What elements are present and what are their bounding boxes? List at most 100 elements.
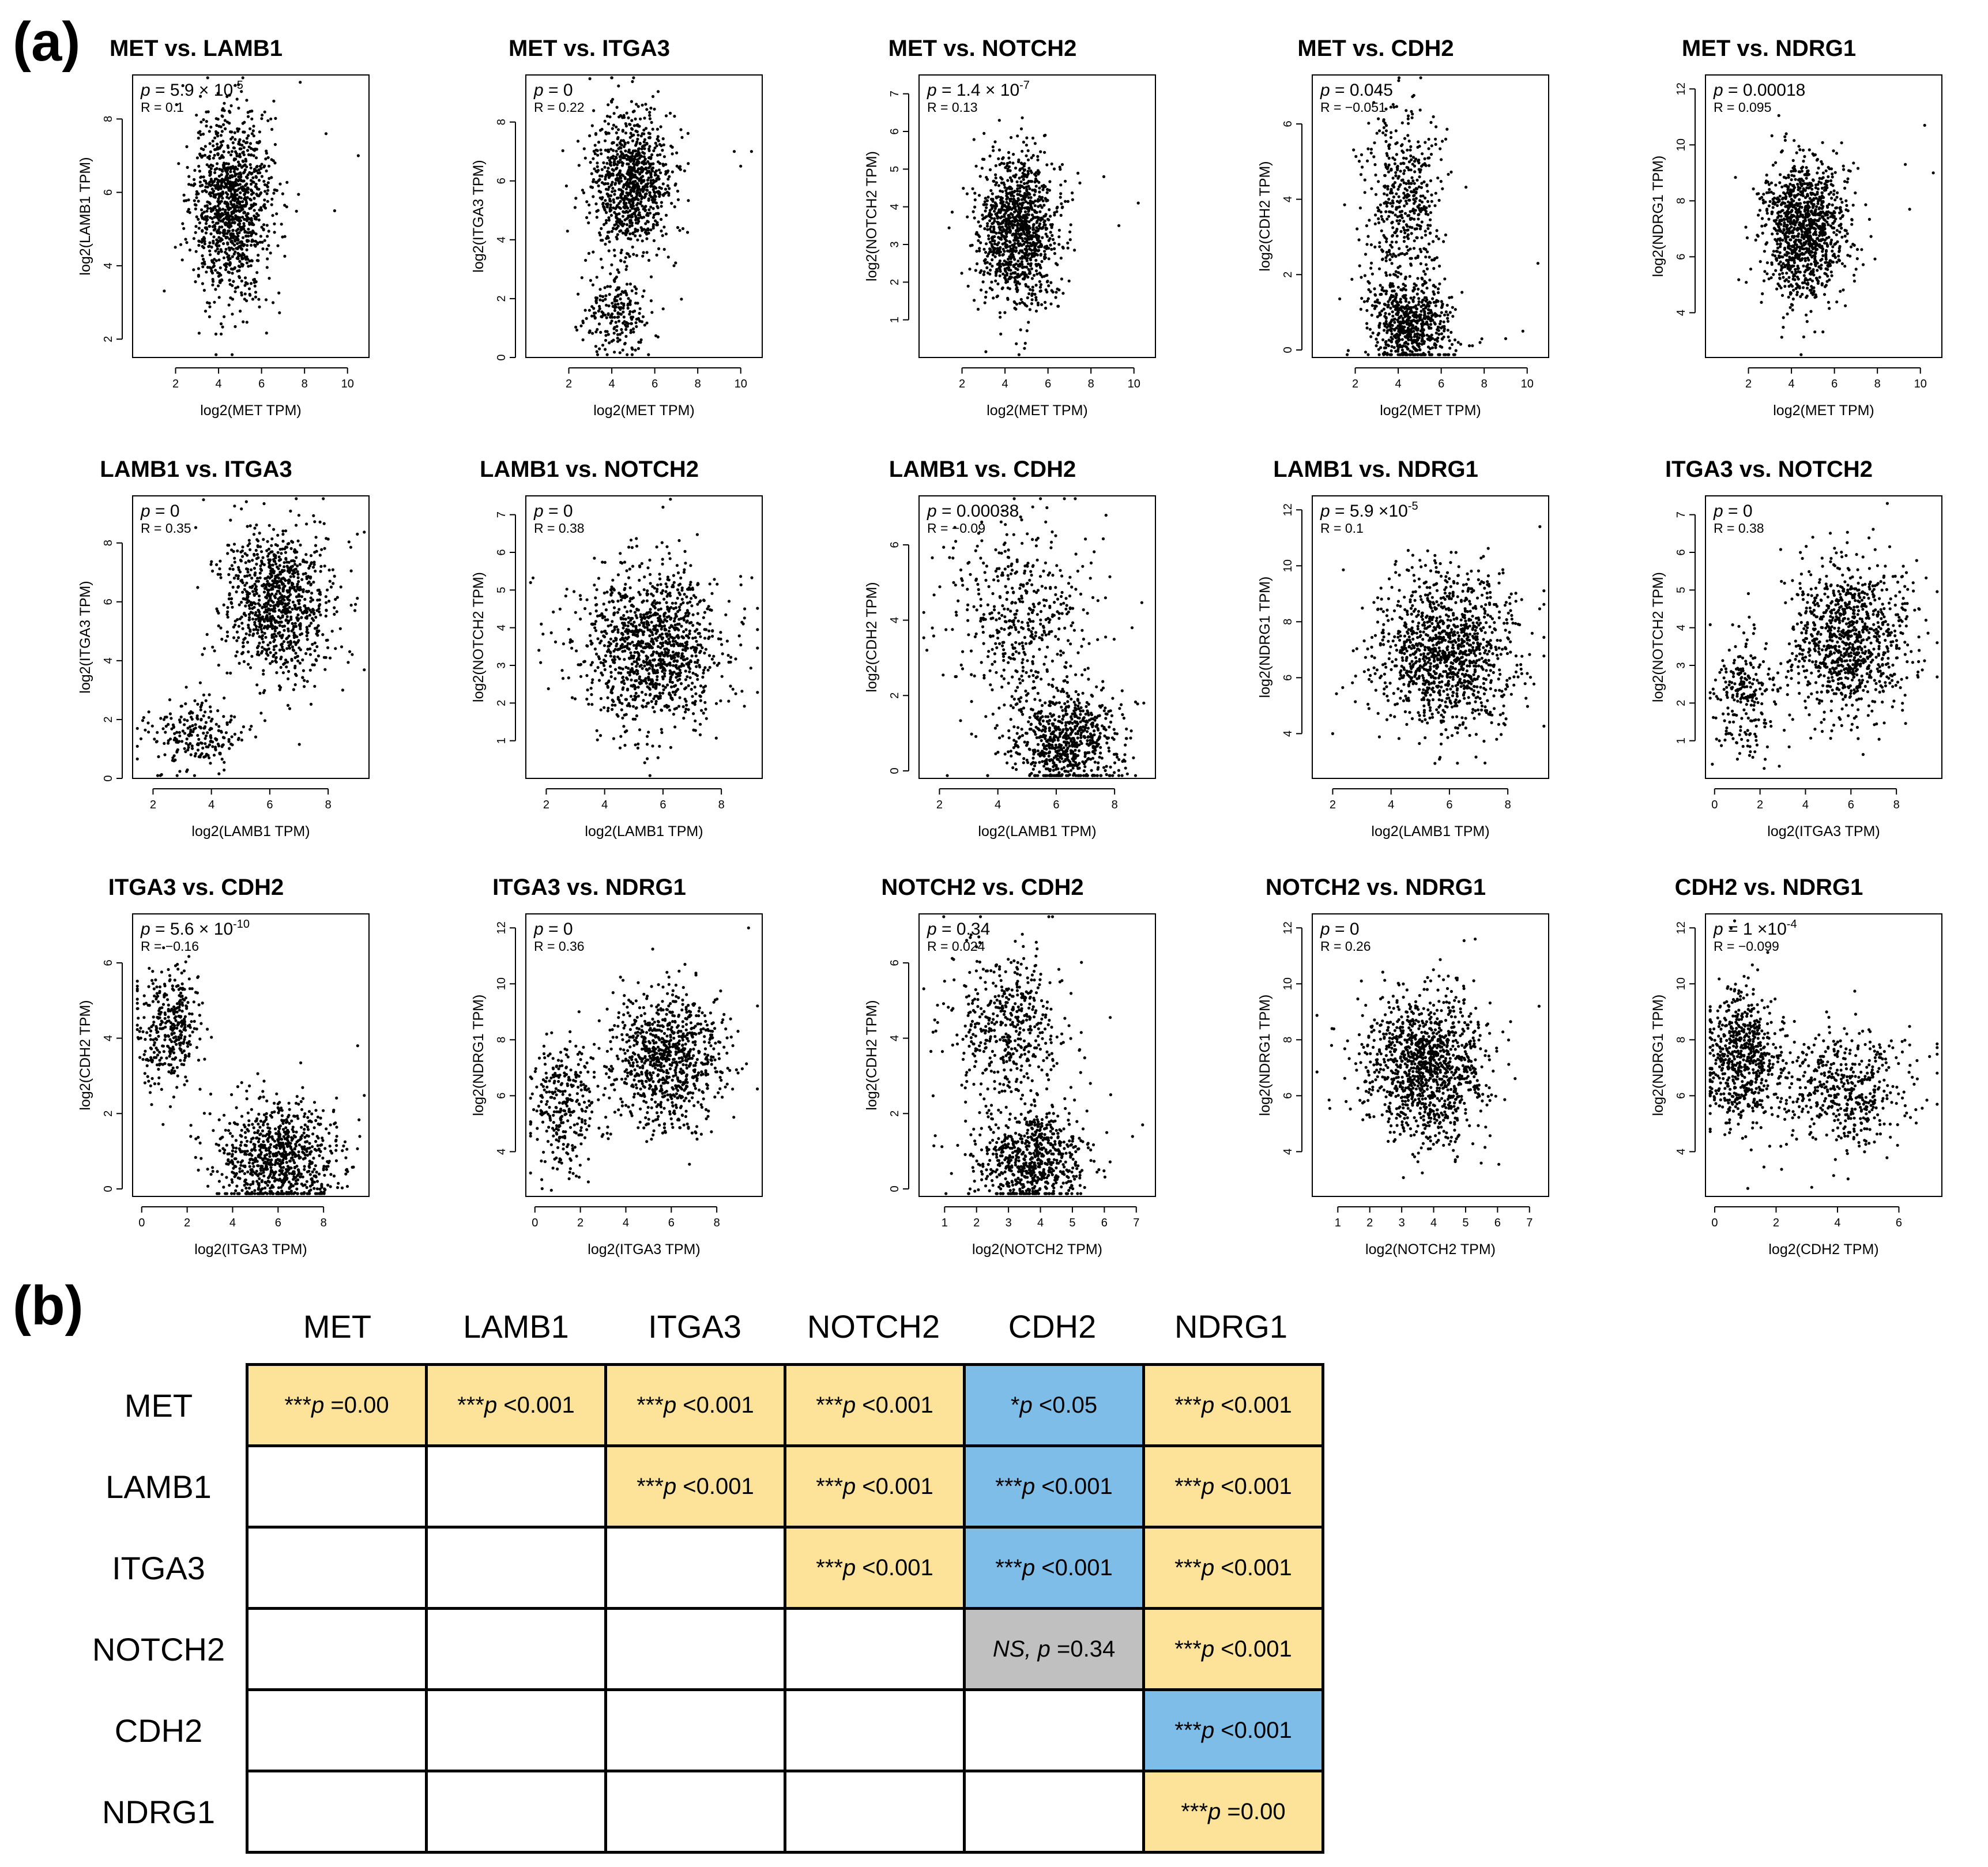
data-point [1021, 249, 1024, 253]
data-point [244, 159, 248, 163]
data-point [213, 195, 217, 199]
data-point [243, 130, 246, 134]
data-point [652, 188, 655, 191]
data-point [984, 251, 988, 254]
data-point [973, 216, 976, 220]
data-point [1383, 174, 1387, 178]
data-point [1367, 288, 1370, 291]
data-point [1440, 306, 1444, 309]
data-point [626, 162, 629, 165]
data-point [220, 278, 224, 281]
data-point [1004, 219, 1008, 222]
data-point [1449, 170, 1453, 174]
data-point [1772, 250, 1775, 253]
data-point [1392, 304, 1395, 308]
data-point [1041, 188, 1045, 191]
data-point [1388, 325, 1392, 328]
data-point [1008, 176, 1012, 179]
data-point [635, 163, 639, 167]
data-point [985, 199, 989, 202]
data-point [985, 224, 989, 228]
data-point [608, 240, 611, 243]
data-point [612, 249, 616, 252]
data-point [1403, 253, 1407, 256]
data-point [644, 103, 647, 106]
data-point [594, 132, 598, 135]
data-point [1420, 182, 1424, 185]
data-point [1350, 277, 1354, 281]
data-point [195, 215, 198, 219]
data-point [263, 190, 267, 193]
data-point [1007, 230, 1011, 234]
data-point [163, 289, 166, 293]
data-point [1403, 204, 1406, 208]
data-point [667, 178, 670, 181]
data-point [1002, 162, 1006, 165]
data-point [1369, 151, 1373, 155]
data-point [211, 140, 214, 143]
data-point [1047, 257, 1051, 261]
data-point [220, 225, 224, 229]
data-point [266, 189, 270, 192]
data-point [1383, 315, 1387, 318]
data-point [243, 217, 246, 221]
data-point [1026, 276, 1030, 279]
data-point [231, 284, 234, 287]
data-point [1016, 210, 1020, 214]
data-point [1338, 297, 1342, 300]
data-point [295, 209, 298, 213]
data-point [616, 233, 619, 236]
data-point [197, 332, 201, 335]
data-point [1378, 245, 1381, 249]
x-tick-label: 8 [302, 378, 308, 390]
data-point [264, 157, 268, 161]
data-point [658, 186, 661, 189]
data-point [654, 169, 658, 172]
data-point [208, 315, 211, 318]
data-point [253, 284, 257, 288]
data-point [1390, 332, 1394, 336]
data-point [612, 227, 615, 230]
data-point [232, 280, 235, 283]
data-point [225, 95, 229, 98]
data-point [258, 193, 262, 196]
data-point [1403, 236, 1406, 239]
data-point [999, 222, 1003, 225]
data-point [1416, 254, 1420, 258]
data-point [644, 205, 647, 208]
data-point [1398, 315, 1402, 319]
data-point [241, 236, 245, 239]
data-point [982, 203, 985, 206]
x-tick-label: 6 [258, 378, 265, 390]
data-point [236, 232, 239, 235]
data-point [645, 141, 649, 145]
data-point [265, 247, 269, 251]
data-point [974, 164, 978, 168]
data-point [254, 169, 258, 172]
data-point [1418, 145, 1421, 148]
data-point [995, 181, 999, 185]
data-point [1392, 106, 1396, 109]
data-point [1456, 341, 1460, 344]
data-point [582, 147, 586, 150]
data-point [639, 341, 642, 344]
data-point [1446, 317, 1449, 320]
data-point [1001, 156, 1005, 160]
data-point [1049, 243, 1052, 247]
data-point [245, 165, 248, 168]
data-point [1064, 179, 1067, 183]
data-point [1380, 292, 1383, 296]
data-point [1448, 311, 1452, 314]
data-point [227, 303, 231, 307]
data-point [1379, 210, 1383, 214]
data-point [259, 208, 263, 212]
data-point [231, 221, 234, 224]
data-point [993, 201, 997, 205]
data-point [609, 156, 613, 159]
data-point [649, 195, 653, 198]
data-point [1417, 213, 1421, 216]
data-point [231, 242, 235, 245]
data-point [622, 145, 626, 148]
data-point [629, 172, 632, 176]
data-point [1434, 137, 1437, 141]
